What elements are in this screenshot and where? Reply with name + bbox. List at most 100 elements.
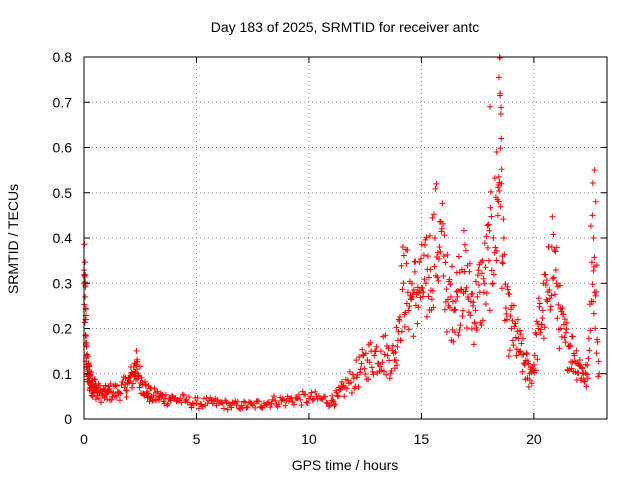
data-point (194, 394, 201, 401)
data-point (448, 263, 455, 270)
data-point (110, 389, 117, 396)
data-point-outlier (591, 167, 598, 174)
data-point (469, 290, 476, 297)
data-point (484, 222, 491, 229)
data-point (560, 311, 567, 318)
data-point (506, 347, 513, 354)
data-point (423, 234, 430, 241)
data-point (382, 332, 389, 339)
data-point (589, 179, 596, 186)
y-tick-label: 0.7 (53, 94, 73, 110)
data-point (534, 356, 541, 363)
data-point (470, 341, 477, 348)
data-point (92, 395, 99, 402)
data-point (383, 371, 390, 378)
data-point (96, 382, 103, 389)
data-point (123, 387, 130, 394)
data-point (546, 295, 553, 302)
data-point (503, 316, 510, 323)
data-point (438, 225, 445, 232)
x-tick-label: 0 (80, 431, 88, 447)
data-point (496, 187, 503, 194)
data-point (503, 310, 510, 317)
data-point (415, 304, 422, 311)
data-point (400, 280, 407, 287)
data-point (546, 286, 553, 293)
data-point (543, 277, 550, 284)
data-point (466, 260, 473, 267)
data-point (525, 360, 532, 367)
data-point (429, 214, 436, 221)
data-point-outlier (593, 262, 600, 269)
data-point (466, 268, 473, 275)
data-point (405, 326, 412, 333)
chart-title: Day 183 of 2025, SRMTID for receiver ant… (211, 19, 479, 35)
data-point (498, 285, 505, 292)
data-point (377, 363, 384, 370)
data-point (526, 377, 533, 384)
data-point (362, 350, 369, 357)
data-point (309, 396, 316, 403)
data-point (589, 212, 596, 219)
data-point (478, 322, 485, 329)
data-point (81, 259, 88, 266)
data-point (556, 345, 563, 352)
data-point (417, 255, 424, 262)
data-point (510, 342, 517, 349)
data-point (138, 374, 145, 381)
data-point (346, 368, 353, 375)
data-point (116, 389, 123, 396)
data-point (112, 381, 119, 388)
data-point (126, 378, 133, 385)
data-point (81, 319, 88, 326)
data-point (563, 319, 570, 326)
data-point (550, 274, 557, 281)
data-point (531, 352, 538, 359)
data-point (370, 371, 377, 378)
data-point (528, 380, 535, 387)
data-point (405, 307, 412, 314)
data-point (398, 262, 405, 269)
data-point (365, 376, 372, 383)
data-point (495, 173, 502, 180)
data-point (412, 258, 419, 265)
data-point (193, 400, 200, 407)
data-point (95, 395, 102, 402)
data-point (561, 334, 568, 341)
data-point (553, 244, 560, 251)
data-point (471, 320, 478, 327)
data-point (440, 273, 447, 280)
data-point (489, 281, 496, 288)
data-point (87, 372, 94, 379)
data-point (381, 351, 388, 358)
data-point (343, 385, 350, 392)
data-point (587, 327, 594, 334)
data-point (541, 324, 548, 331)
data-point (595, 358, 602, 365)
data-point (267, 404, 274, 411)
data-point (398, 328, 405, 335)
data-point (489, 280, 496, 287)
data-point (356, 369, 363, 376)
data-point (384, 352, 391, 359)
data-point (433, 180, 440, 187)
data-point (468, 325, 475, 332)
data-point (552, 267, 559, 274)
data-point (82, 271, 89, 278)
data-point (268, 400, 275, 407)
data-point (416, 259, 423, 266)
data-point (455, 253, 462, 260)
data-point (562, 339, 569, 346)
data-point (356, 354, 363, 361)
data-point (551, 291, 558, 298)
data-point (568, 365, 575, 372)
data-point (386, 357, 393, 364)
data-point (590, 298, 597, 305)
data-point (366, 359, 373, 366)
data-point (594, 336, 601, 343)
data-point (590, 267, 597, 274)
data-point (549, 213, 556, 220)
data-point (463, 324, 470, 331)
data-point (488, 213, 495, 220)
data-point (82, 283, 89, 290)
